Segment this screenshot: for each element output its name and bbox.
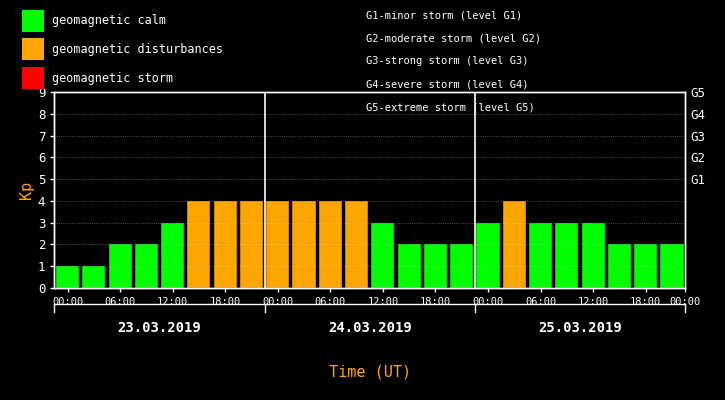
Text: geomagnetic calm: geomagnetic calm: [52, 14, 166, 27]
Bar: [240, 201, 263, 288]
Bar: [608, 244, 631, 288]
Bar: [581, 223, 605, 288]
Text: geomagnetic disturbances: geomagnetic disturbances: [52, 43, 223, 56]
Bar: [56, 266, 79, 288]
Bar: [424, 244, 447, 288]
Bar: [634, 244, 658, 288]
Bar: [109, 244, 132, 288]
Bar: [135, 244, 158, 288]
Bar: [371, 223, 394, 288]
Text: G2-moderate storm (level G2): G2-moderate storm (level G2): [366, 33, 541, 43]
Bar: [345, 201, 368, 288]
Bar: [82, 266, 105, 288]
Text: G4-severe storm (level G4): G4-severe storm (level G4): [366, 80, 529, 90]
Text: 24.03.2019: 24.03.2019: [328, 321, 412, 335]
Bar: [292, 201, 315, 288]
Bar: [161, 223, 184, 288]
Text: 23.03.2019: 23.03.2019: [117, 321, 202, 335]
Bar: [476, 223, 500, 288]
Bar: [397, 244, 420, 288]
Bar: [266, 201, 289, 288]
Text: geomagnetic storm: geomagnetic storm: [52, 72, 173, 85]
Text: Time (UT): Time (UT): [328, 364, 411, 380]
Bar: [450, 244, 473, 288]
Bar: [214, 201, 237, 288]
Bar: [187, 201, 210, 288]
Y-axis label: Kp: Kp: [19, 181, 33, 199]
Bar: [660, 244, 684, 288]
Bar: [319, 201, 342, 288]
Bar: [502, 201, 526, 288]
Text: 25.03.2019: 25.03.2019: [538, 321, 622, 335]
Text: G3-strong storm (level G3): G3-strong storm (level G3): [366, 56, 529, 66]
Bar: [529, 223, 552, 288]
Text: G5-extreme storm (level G5): G5-extreme storm (level G5): [366, 103, 535, 113]
Text: G1-minor storm (level G1): G1-minor storm (level G1): [366, 10, 523, 20]
Bar: [555, 223, 579, 288]
